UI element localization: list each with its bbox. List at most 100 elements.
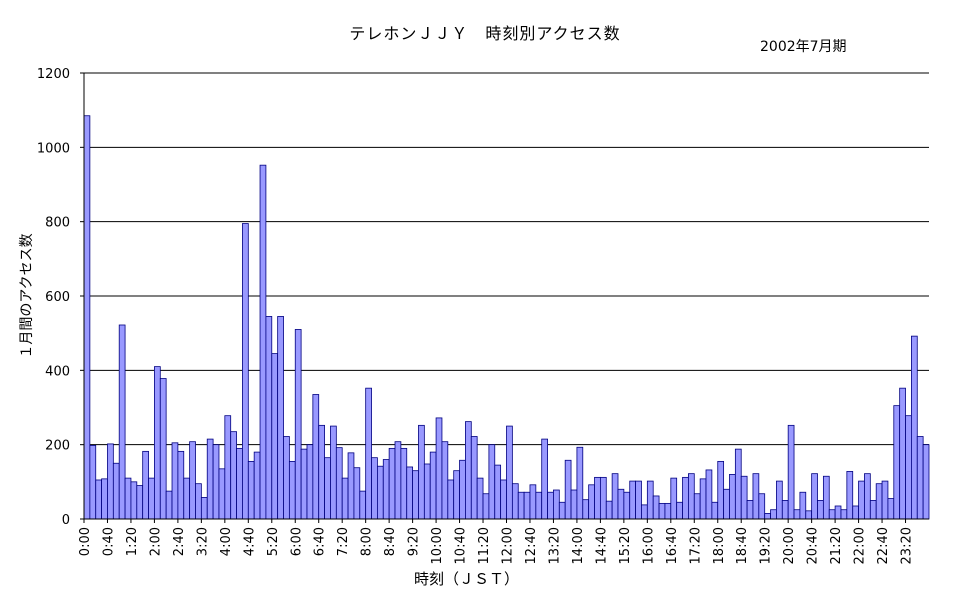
y-axis-label: １月間のアクセス数 xyxy=(19,233,35,358)
bar xyxy=(341,477,349,520)
bar xyxy=(905,415,912,520)
bar xyxy=(95,479,103,520)
bar xyxy=(154,366,161,520)
x-tick-label: 9:20 xyxy=(407,527,422,556)
x-tick-label: 8:00 xyxy=(360,527,375,556)
bar xyxy=(770,509,777,520)
bar xyxy=(699,478,707,520)
x-tick-label: 2:40 xyxy=(172,527,187,556)
x-tick-label: 0:00 xyxy=(78,527,93,556)
bar xyxy=(688,473,695,520)
bar xyxy=(817,500,824,520)
x-tick-label: 10:00 xyxy=(430,527,445,564)
x-tick-label: 10:40 xyxy=(454,527,469,564)
bar xyxy=(576,446,584,520)
bar xyxy=(406,466,414,520)
bar xyxy=(629,480,636,520)
bar xyxy=(911,335,918,520)
bar xyxy=(101,478,108,520)
bar xyxy=(394,441,402,520)
bar xyxy=(664,502,672,520)
bar xyxy=(382,459,390,520)
bar xyxy=(371,457,378,520)
bar xyxy=(599,476,607,520)
bar xyxy=(776,480,783,520)
bar xyxy=(312,394,320,520)
bar xyxy=(793,509,801,520)
bar xyxy=(200,497,208,520)
bar xyxy=(195,483,202,520)
bar xyxy=(764,513,771,520)
x-tick-label: 13:20 xyxy=(547,527,562,564)
bar xyxy=(893,405,901,520)
bar xyxy=(617,488,625,520)
bar xyxy=(242,223,249,520)
bar xyxy=(799,491,807,520)
bar xyxy=(365,387,372,520)
bar xyxy=(864,473,871,520)
bar xyxy=(118,324,126,520)
bar xyxy=(875,483,883,520)
bar xyxy=(570,489,578,520)
bar xyxy=(611,473,619,520)
bar xyxy=(652,495,660,520)
bar xyxy=(189,441,196,520)
bar xyxy=(506,425,513,520)
y-tick-label: 800 xyxy=(45,216,70,231)
bar xyxy=(335,447,343,520)
y-tick-label: 1000 xyxy=(37,141,70,156)
y-tick-label: 200 xyxy=(45,439,70,454)
x-tick-label: 18:00 xyxy=(712,527,727,564)
bar xyxy=(359,490,367,520)
y-tick-label: 600 xyxy=(45,290,70,305)
bar xyxy=(388,447,396,520)
x-tick-label: 7:20 xyxy=(336,527,351,556)
y-tick-label: 0 xyxy=(62,513,70,528)
x-tick-label: 19:20 xyxy=(759,527,774,564)
bar xyxy=(834,505,842,520)
x-tick-label: 18:40 xyxy=(735,527,750,564)
bar xyxy=(840,509,848,520)
bar xyxy=(594,476,601,520)
x-tick-label: 20:40 xyxy=(806,527,821,564)
bar xyxy=(729,473,736,520)
bar xyxy=(822,475,830,520)
bar xyxy=(523,491,531,520)
bar xyxy=(623,491,631,520)
bar xyxy=(124,477,132,520)
bar xyxy=(130,481,138,520)
bar xyxy=(265,316,273,520)
x-tick-label: 22:40 xyxy=(876,527,891,564)
bar xyxy=(294,329,302,520)
x-tick-label: 4:40 xyxy=(242,527,257,556)
x-tick-label: 6:40 xyxy=(313,527,328,556)
bar xyxy=(112,462,120,520)
x-tick-label: 12:00 xyxy=(501,527,516,564)
bar xyxy=(705,469,713,520)
x-tick-label: 11:20 xyxy=(477,527,492,564)
bar xyxy=(564,459,572,520)
bar xyxy=(148,477,155,520)
x-axis-label: 時刻（ＪＳＴ） xyxy=(414,570,519,588)
bar xyxy=(641,504,648,520)
x-tick-label: 14:40 xyxy=(594,527,609,564)
bar xyxy=(693,493,701,520)
bar xyxy=(247,460,255,520)
x-tick-label: 20:00 xyxy=(782,527,797,564)
bar xyxy=(494,464,502,520)
bar xyxy=(711,501,719,520)
bar xyxy=(412,470,419,520)
x-tick-label: 8:40 xyxy=(383,527,398,556)
bar xyxy=(107,443,114,520)
bar xyxy=(547,491,554,520)
bar xyxy=(330,425,337,520)
bar xyxy=(429,451,437,520)
bar xyxy=(846,471,854,520)
bar xyxy=(916,436,924,520)
x-tick-label: 16:00 xyxy=(641,527,656,564)
bar xyxy=(529,484,537,520)
x-tick-label: 2:00 xyxy=(148,527,163,556)
x-tick-label: 4:00 xyxy=(219,527,234,556)
bar xyxy=(588,484,595,520)
